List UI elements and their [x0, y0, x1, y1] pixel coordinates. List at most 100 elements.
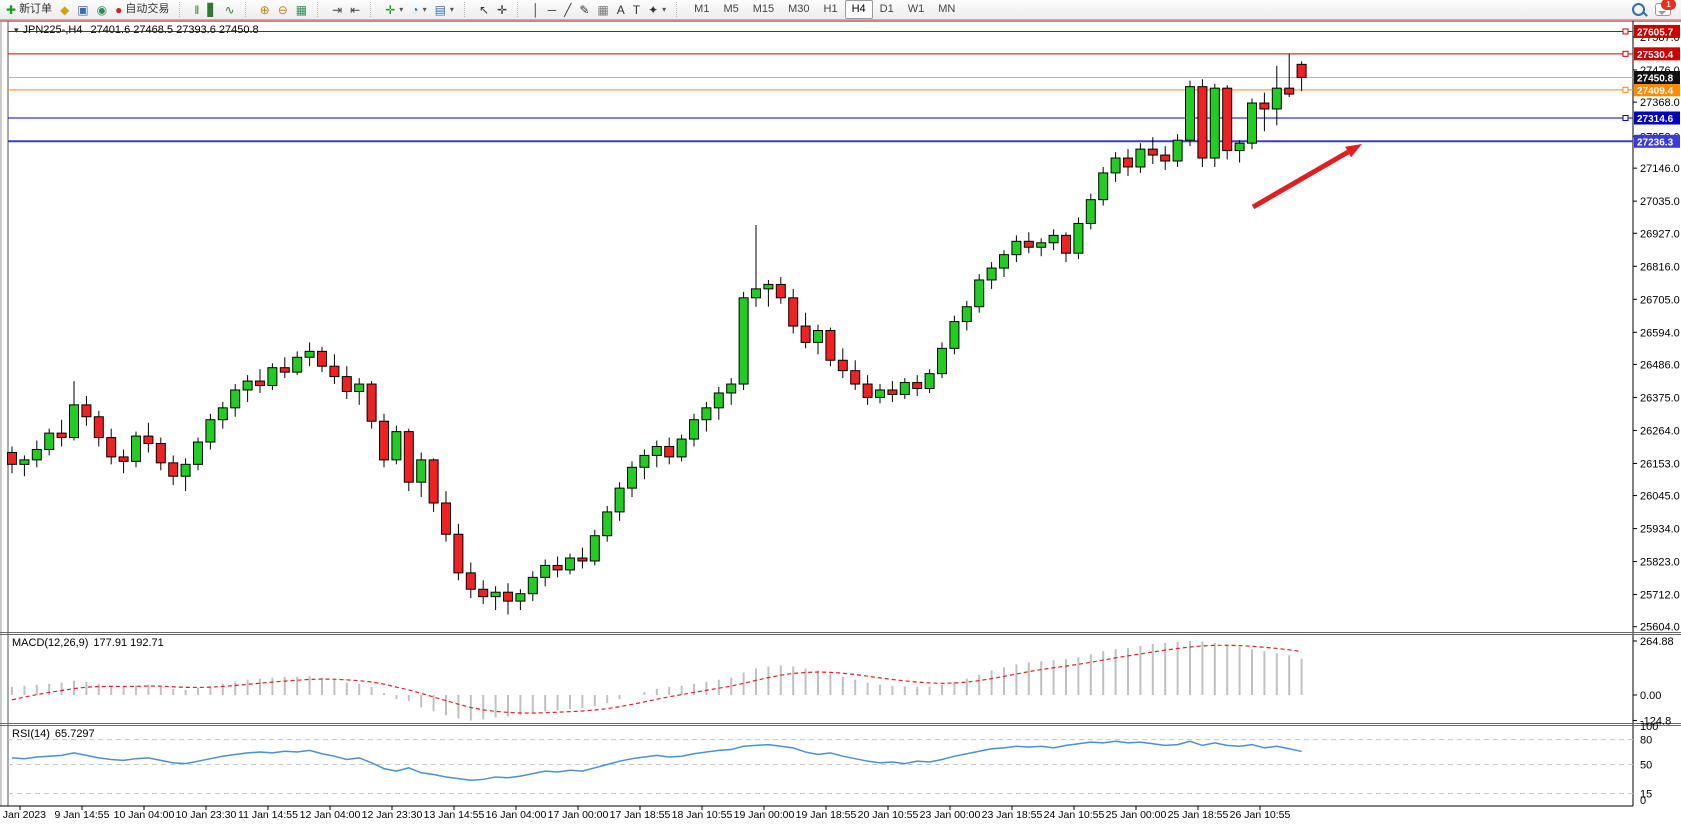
- time-tick-label: 9 Jan 14:55: [55, 809, 110, 821]
- fibonacci-button[interactable]: ▦: [593, 1, 612, 18]
- autotrading-button[interactable]: ● 自动交易: [111, 1, 173, 18]
- zoom-in-button[interactable]: ⊕: [256, 1, 274, 18]
- candle-body: [1098, 172, 1109, 201]
- timeframe-m15-button[interactable]: M15: [752, 3, 775, 15]
- candle-body: [1085, 199, 1096, 224]
- candle-body: [862, 383, 873, 398]
- rsi-line: [11, 740, 1302, 782]
- candle-body: [81, 404, 92, 418]
- profile-gold-icon-icon: ◆: [60, 2, 70, 17]
- search-icon[interactable]: [1632, 3, 1645, 16]
- candle-body: [1209, 87, 1220, 159]
- zoom-out-button[interactable]: ⊖: [274, 1, 292, 18]
- market-watch-icon[interactable]: ▣: [73, 1, 92, 18]
- crosshair-button[interactable]: ✛: [493, 1, 511, 18]
- candle-body: [1160, 154, 1171, 162]
- vertical-line-button[interactable]: │: [528, 1, 544, 18]
- price-tick-label: 26927.0: [1640, 228, 1680, 240]
- label-button[interactable]: T: [629, 1, 644, 18]
- timeframe-mn-button[interactable]: MN: [938, 3, 956, 15]
- text-button[interactable]: A: [613, 1, 629, 18]
- macd-axis-label: 264.88: [1640, 636, 1674, 648]
- templates-button[interactable]: ▤ ▾: [431, 1, 458, 18]
- timeframe-m5-button[interactable]: M5: [723, 3, 739, 15]
- timeframe-h4-button[interactable]: H4: [844, 0, 873, 19]
- trend-arrow-head[interactable]: [1345, 144, 1362, 158]
- price-tag: [1634, 47, 1680, 61]
- time-tick-label: 10 Jan 04:00: [114, 809, 175, 821]
- tile-windows-button[interactable]: ▦: [292, 1, 311, 18]
- candle-body: [1061, 234, 1071, 254]
- candle-body: [279, 367, 290, 373]
- crosshair-icon: ✛: [497, 2, 508, 17]
- timeframe-m30-button[interactable]: M30: [788, 3, 810, 15]
- signals-icon[interactable]: ◉: [93, 1, 111, 18]
- time-tick-label: 19 Jan 00:00: [734, 809, 795, 821]
- hline-handle[interactable]: [1622, 50, 1629, 57]
- time-tick-label: 25 Jan 00:00: [1106, 809, 1167, 821]
- horizontal-line-button[interactable]: ─: [544, 1, 561, 18]
- templates-icon: ▤: [434, 2, 446, 17]
- candlestick-chart-icon: ▋: [207, 2, 217, 17]
- price-tick-label: 26375.0: [1640, 392, 1680, 404]
- candle-body: [7, 451, 17, 465]
- candle-body: [304, 350, 315, 358]
- candle-body: [651, 445, 662, 456]
- notifications-icon[interactable]: 1: [1655, 0, 1676, 16]
- indicators-button[interactable]: ✛ ▾: [381, 1, 407, 18]
- label-icon: T: [632, 2, 641, 17]
- rsi-current-value: 65.7297: [54, 728, 95, 740]
- chart-shift-button[interactable]: ⇤: [346, 1, 364, 18]
- auto-scroll-icon: ⇥: [332, 2, 343, 17]
- arrows-button-caret-icon: ▾: [662, 5, 667, 14]
- autotrading-icon: ●: [115, 2, 123, 17]
- time-tick-label: 12 Jan 04:00: [300, 809, 361, 821]
- candle-body: [639, 454, 650, 468]
- trend-arrow-shaft[interactable]: [1251, 149, 1350, 210]
- candle-body: [701, 407, 712, 421]
- hline-handle[interactable]: [1622, 86, 1629, 93]
- hline-handle[interactable]: [1622, 28, 1629, 35]
- price-tag-label: 27409.4: [1637, 86, 1674, 97]
- line-chart-icon: ∿: [224, 2, 235, 17]
- candle-body: [168, 462, 179, 477]
- periods-button[interactable]: ◔ ▾: [407, 1, 430, 18]
- candle-body: [751, 288, 761, 299]
- auto-scroll-button[interactable]: ⇥: [328, 1, 346, 18]
- candle-body: [403, 431, 414, 483]
- candle-body: [1073, 222, 1084, 254]
- candle-body: [267, 367, 278, 387]
- profile-gold-icon[interactable]: ◆: [56, 1, 73, 18]
- candle-body: [999, 254, 1009, 269]
- price-tick-label: 27368.0: [1640, 97, 1680, 109]
- toolbar-separator: [317, 2, 323, 17]
- time-tick-label: 23 Jan 18:55: [982, 809, 1043, 821]
- text-icon: A: [616, 2, 625, 17]
- timeframe-h1-button[interactable]: H1: [823, 3, 838, 15]
- line-chart-button[interactable]: ∿: [221, 1, 239, 18]
- fibonacci-icon: ▦: [597, 2, 609, 17]
- macd-signal-line: [11, 644, 1302, 714]
- candle-body: [850, 370, 861, 385]
- timeframe-w1-button[interactable]: W1: [907, 3, 925, 15]
- equidistant-channel-button[interactable]: ✎: [575, 1, 593, 18]
- candle-body: [465, 572, 476, 590]
- cursor-button[interactable]: ↖: [475, 1, 493, 18]
- price-tag: [1634, 134, 1680, 148]
- timeframe-m1-button[interactable]: M1: [694, 3, 710, 15]
- candle-body: [193, 441, 203, 465]
- candle-body: [69, 404, 79, 439]
- chart-dropdown-caret-icon[interactable]: ▾: [14, 25, 19, 35]
- candle-body: [490, 591, 501, 598]
- new-order-button[interactable]: ✚ 新订单: [2, 1, 56, 18]
- bar-chart-button[interactable]: ‖: [190, 1, 203, 18]
- time-tick-label: 10 Jan 23:30: [176, 809, 237, 821]
- price-tick-label: 26264.0: [1640, 425, 1680, 437]
- candlestick-chart-button[interactable]: ▋: [203, 1, 220, 18]
- trendline-button[interactable]: ╱: [560, 1, 575, 18]
- arrows-button[interactable]: ✦ ▾: [644, 1, 670, 18]
- price-tick-label: 25934.0: [1640, 524, 1680, 536]
- timeframe-d1-button[interactable]: D1: [879, 3, 894, 15]
- hline-handle[interactable]: [1622, 115, 1629, 122]
